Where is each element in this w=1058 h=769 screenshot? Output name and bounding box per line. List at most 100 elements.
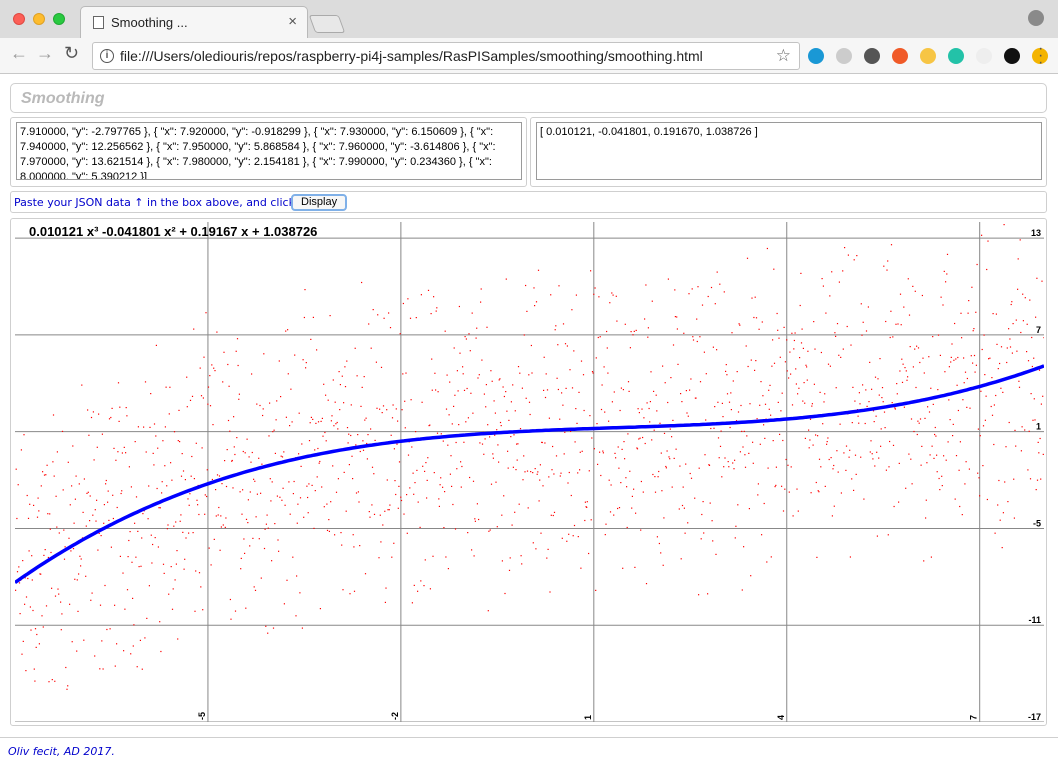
data-point: [171, 608, 174, 610]
data-point: [188, 532, 190, 534]
coefficients-textarea[interactable]: [ 0.010121, -0.041801, 0.191670, 1.03872…: [536, 122, 1042, 180]
data-point: [30, 629, 32, 631]
data-point: [335, 423, 337, 425]
data-point: [127, 556, 129, 558]
new-tab-button[interactable]: [308, 15, 346, 33]
instruction-text: Paste your JSON data ↑ in the box above,…: [14, 196, 295, 209]
data-point: [116, 506, 118, 509]
data-point: [699, 381, 702, 383]
data-point: [169, 386, 171, 388]
data-point: [433, 296, 435, 298]
data-point: [80, 565, 82, 567]
extension-icon-9[interactable]: [1032, 48, 1048, 64]
data-point: [221, 483, 223, 485]
data-point: [957, 356, 959, 359]
data-point: [894, 407, 896, 409]
display-button[interactable]: Display: [291, 194, 348, 211]
data-point: [16, 571, 19, 573]
data-point: [851, 422, 853, 424]
data-point: [402, 302, 404, 305]
browser-tab[interactable]: Smoothing ... ×: [80, 6, 308, 38]
bookmark-star-icon[interactable]: ☆: [775, 46, 791, 65]
data-point: [620, 387, 622, 389]
data-point: [108, 418, 111, 420]
data-point: [759, 404, 761, 406]
data-point: [224, 526, 226, 528]
data-point: [395, 408, 397, 410]
data-point: [438, 498, 440, 500]
url-text[interactable]: file:///Users/olediouris/repos/raspberry…: [120, 48, 703, 64]
data-point: [97, 549, 99, 551]
info-icon[interactable]: i: [100, 49, 114, 63]
data-point: [388, 509, 390, 511]
minimize-window-button[interactable]: [33, 13, 45, 25]
data-point: [649, 421, 651, 423]
data-point: [646, 402, 648, 404]
data-point: [946, 253, 949, 255]
data-point: [691, 288, 693, 290]
address-bar[interactable]: i file:///Users/olediouris/repos/raspber…: [92, 42, 800, 70]
data-point: [56, 451, 58, 453]
extension-icon-5[interactable]: [920, 48, 936, 64]
data-point: [34, 680, 36, 682]
fitted-curve: [15, 364, 1044, 584]
data-point: [609, 511, 612, 513]
json-input-textarea[interactable]: 7.910000, "y": -2.797765 }, { "x": 7.920…: [16, 122, 522, 180]
data-point: [744, 466, 747, 468]
data-point: [881, 397, 883, 399]
data-point: [764, 437, 766, 439]
close-tab-icon[interactable]: ×: [288, 13, 297, 30]
data-point: [890, 244, 893, 246]
data-point: [746, 257, 749, 259]
extension-icon-4[interactable]: [892, 48, 908, 64]
data-point: [519, 428, 522, 430]
extension-icon-6[interactable]: [948, 48, 964, 64]
data-point: [414, 482, 416, 484]
data-point: [1005, 446, 1007, 448]
data-point: [576, 422, 578, 424]
data-point: [686, 412, 688, 414]
browser-menu-icon[interactable]: · · ·: [1038, 40, 1044, 71]
data-point: [720, 430, 722, 432]
data-point: [930, 556, 932, 558]
data-point: [836, 450, 838, 452]
close-window-button[interactable]: [13, 13, 25, 25]
data-point: [178, 409, 180, 411]
data-point: [259, 404, 261, 407]
extension-icon-8[interactable]: [1004, 48, 1020, 64]
data-point: [103, 504, 105, 506]
data-point: [250, 461, 252, 463]
data-point: [673, 457, 675, 459]
data-point: [995, 313, 997, 315]
data-point: [917, 420, 919, 422]
extension-icon-3[interactable]: [864, 48, 880, 64]
data-point: [236, 338, 239, 340]
extension-icon-2[interactable]: [836, 48, 852, 64]
back-arrow-icon[interactable]: ←: [10, 43, 28, 63]
data-point: [319, 460, 321, 463]
data-point: [579, 469, 581, 471]
data-point: [583, 409, 585, 412]
data-point: [25, 670, 27, 672]
data-point: [526, 310, 528, 312]
reload-icon[interactable]: ↻: [64, 43, 80, 63]
extension-icon-7[interactable]: [976, 48, 992, 64]
data-point: [654, 491, 657, 493]
data-point: [822, 423, 824, 425]
profile-icon[interactable]: [1028, 10, 1044, 26]
forward-arrow-icon[interactable]: →: [36, 43, 54, 63]
data-point: [158, 507, 160, 509]
data-point: [199, 367, 201, 369]
data-point: [680, 393, 682, 395]
extension-icon-1[interactable]: [808, 48, 824, 64]
data-point: [517, 366, 520, 368]
data-point: [811, 403, 813, 405]
data-point: [906, 379, 908, 381]
data-point: [854, 454, 857, 456]
data-point: [846, 325, 848, 328]
data-point: [683, 507, 685, 509]
maximize-window-button[interactable]: [53, 13, 65, 25]
data-point: [255, 516, 257, 518]
data-point: [602, 452, 604, 454]
data-point: [568, 471, 570, 474]
